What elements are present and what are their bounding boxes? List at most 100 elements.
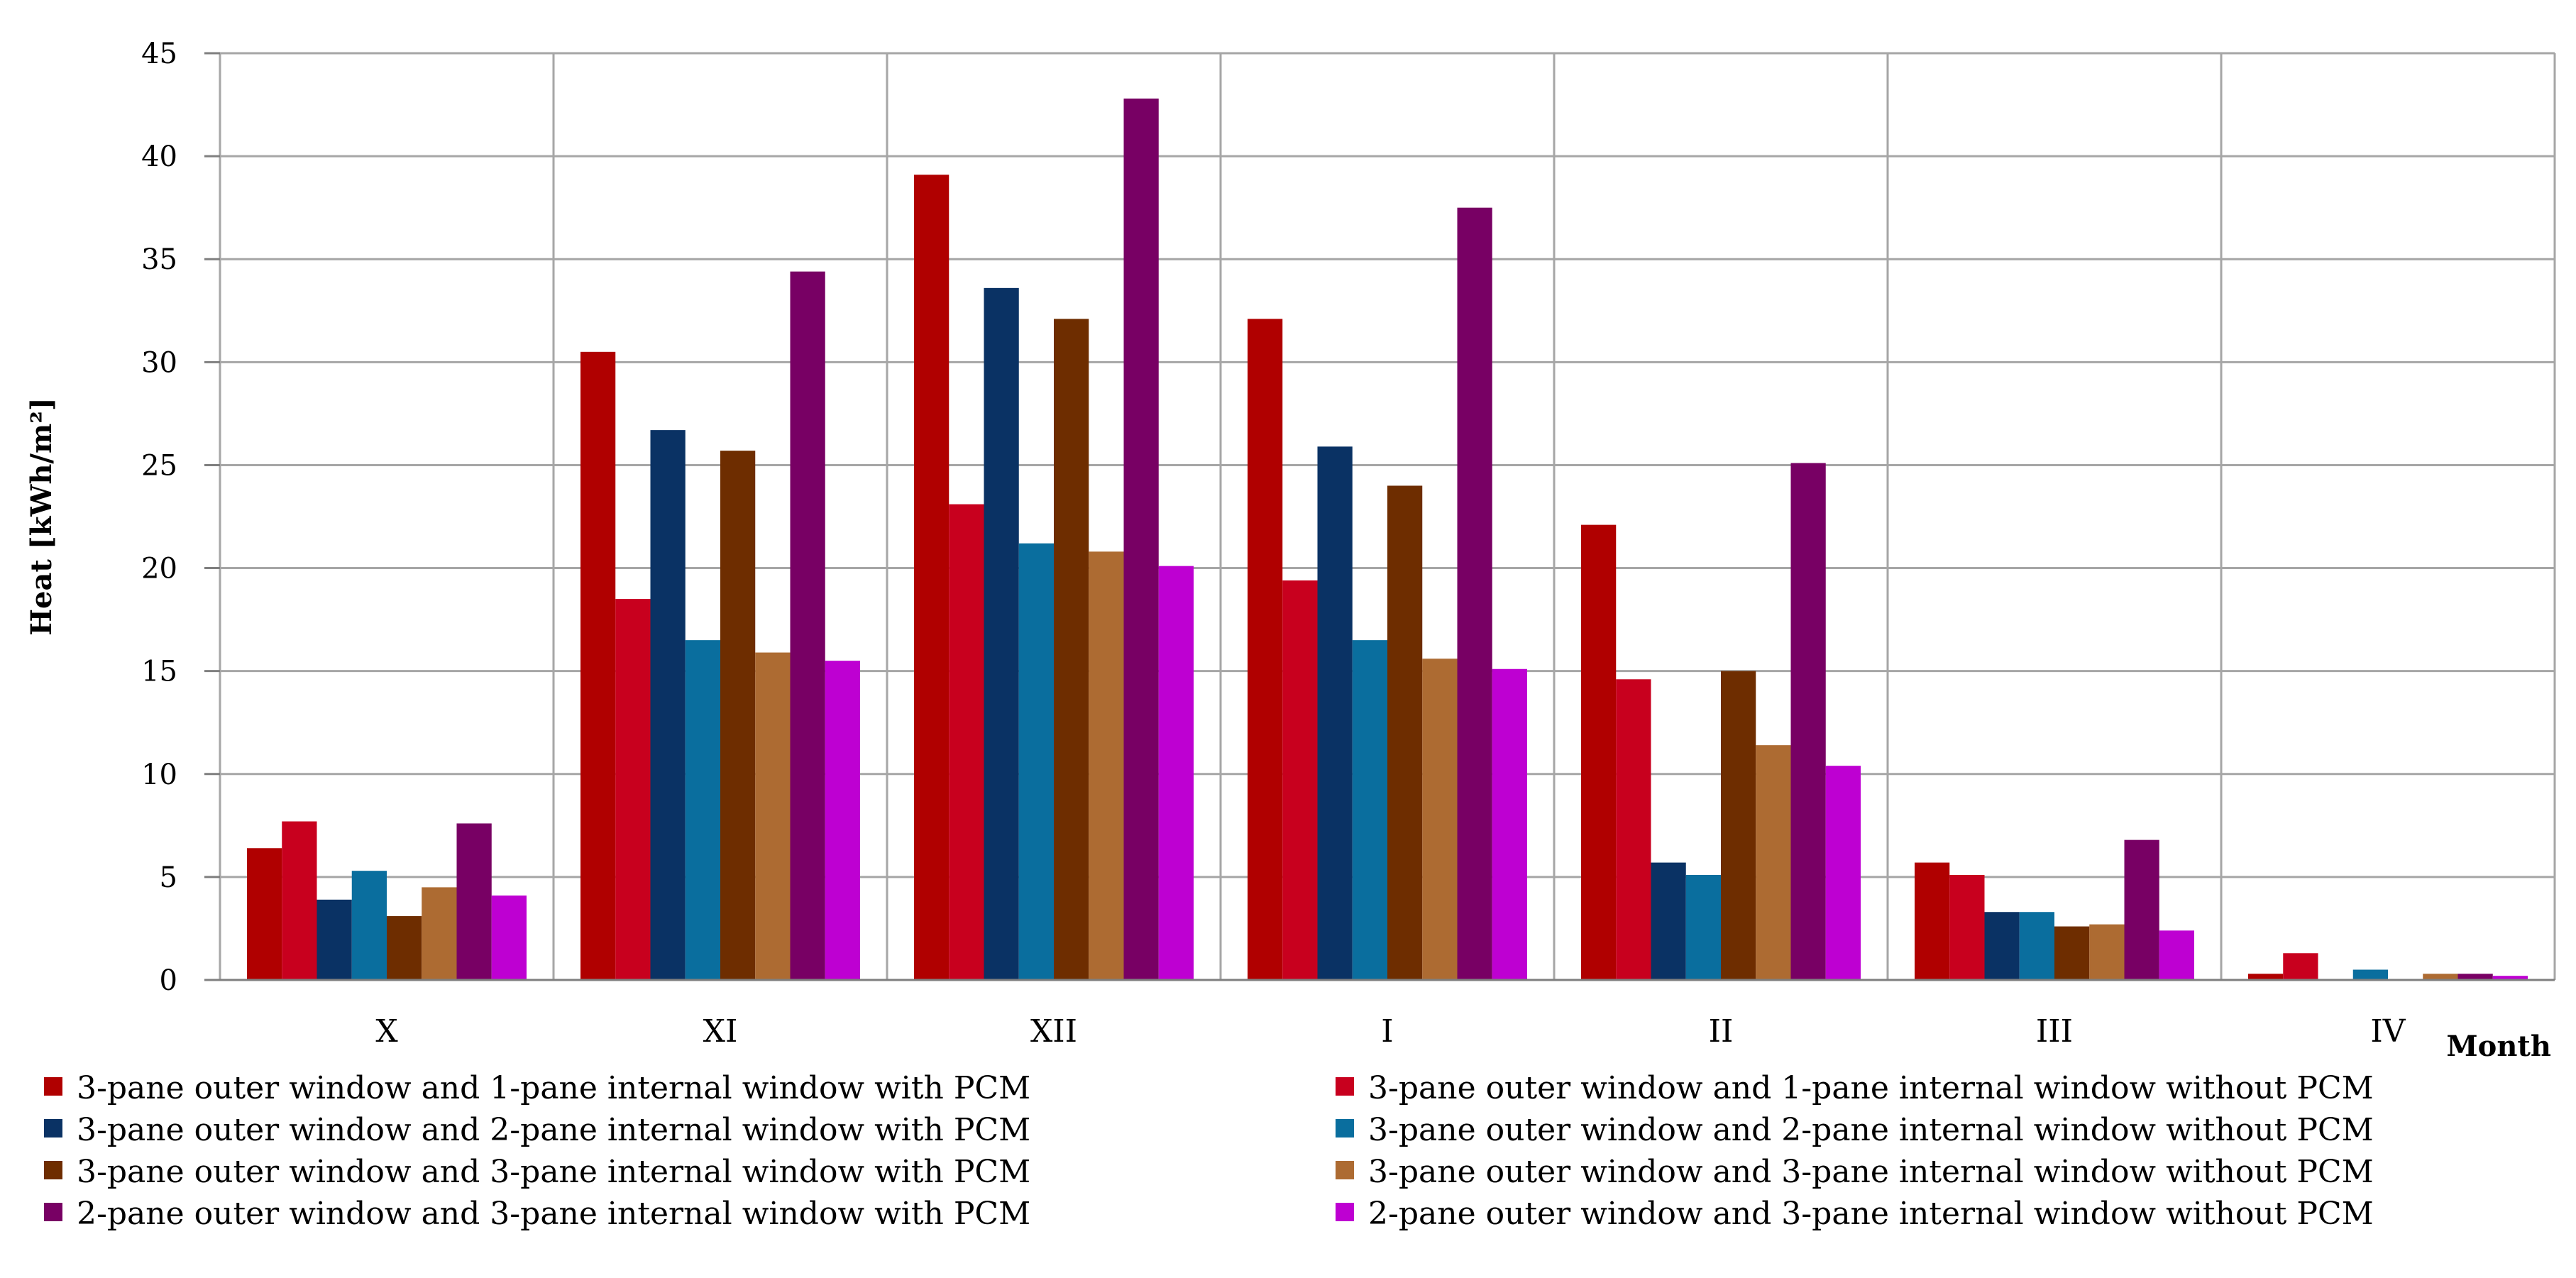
y-tick-label: 0 bbox=[160, 964, 177, 997]
x-tick-label: I bbox=[1381, 1013, 1393, 1050]
legend-label: 3-pane outer window and 2-pane internal … bbox=[1368, 1112, 2374, 1148]
y-tick-label: 10 bbox=[141, 759, 177, 791]
bar-XI-series-1 bbox=[580, 351, 616, 980]
bar-III-series-3 bbox=[1984, 912, 2020, 980]
bar-III-series-8 bbox=[2159, 930, 2194, 980]
bar-X-series-6 bbox=[422, 887, 457, 980]
legend-label: 3-pane outer window and 1-pane internal … bbox=[77, 1070, 1030, 1106]
legend: 3-pane outer window and 1-pane internal … bbox=[44, 1070, 2374, 1232]
bar-IV-series-4 bbox=[2352, 969, 2388, 980]
x-tick-label: X bbox=[375, 1013, 398, 1050]
legend-label: 3-pane outer window and 3-pane internal … bbox=[1368, 1154, 2374, 1190]
y-tick-label: 35 bbox=[141, 243, 177, 276]
bar-I-series-5 bbox=[1387, 485, 1423, 980]
bar-I-series-6 bbox=[1422, 659, 1458, 980]
bar-XII-series-8 bbox=[1158, 566, 1194, 980]
bar-XII-series-2 bbox=[949, 504, 984, 980]
bar-XI-series-8 bbox=[825, 661, 860, 980]
bar-IV-series-1 bbox=[2248, 974, 2284, 980]
bar-X-series-4 bbox=[351, 871, 387, 980]
bar-I-series-3 bbox=[1317, 446, 1353, 980]
bar-XII-series-6 bbox=[1089, 551, 1124, 980]
bar-II-series-6 bbox=[1756, 745, 1791, 980]
legend-label: 3-pane outer window and 2-pane internal … bbox=[77, 1112, 1030, 1148]
bar-XI-series-5 bbox=[720, 451, 756, 980]
x-tick-label: IV bbox=[2370, 1013, 2406, 1050]
legend-swatch bbox=[1336, 1161, 1354, 1179]
legend-item: 3-pane outer window and 2-pane internal … bbox=[1336, 1112, 2374, 1148]
bar-III-series-1 bbox=[1915, 862, 1950, 980]
legend-swatch bbox=[44, 1161, 62, 1179]
bar-IV-series-8 bbox=[2492, 976, 2528, 980]
legend-item: 3-pane outer window and 2-pane internal … bbox=[44, 1112, 1030, 1148]
bar-I-series-8 bbox=[1492, 668, 1527, 980]
bar-II-series-8 bbox=[1825, 766, 1861, 980]
bar-IV-series-2 bbox=[2283, 953, 2318, 980]
bar-I-series-7 bbox=[1457, 207, 1492, 981]
y-axis-ticks: 0 5 10 15 20 25 30 35 40 45 bbox=[141, 38, 220, 997]
bar-XI-series-7 bbox=[790, 271, 825, 980]
y-tick-label: 30 bbox=[141, 346, 177, 379]
legend-swatch bbox=[44, 1119, 62, 1137]
x-tick-label: XII bbox=[1030, 1013, 1077, 1050]
bar-XI-series-6 bbox=[755, 652, 791, 980]
y-tick-label: 45 bbox=[141, 38, 177, 70]
bar-III-series-5 bbox=[2054, 926, 2090, 980]
y-tick-label: 25 bbox=[141, 449, 177, 482]
bar-III-series-7 bbox=[2124, 839, 2159, 980]
bar-XII-series-3 bbox=[984, 287, 1019, 980]
bar-III-series-6 bbox=[2089, 924, 2125, 980]
bar-II-series-7 bbox=[1790, 463, 1826, 980]
legend-swatch bbox=[44, 1203, 62, 1221]
x-tick-label: III bbox=[2036, 1013, 2073, 1050]
x-tick-label: XI bbox=[703, 1013, 738, 1050]
legend-item: 3-pane outer window and 3-pane internal … bbox=[1336, 1154, 2374, 1190]
bar-XII-series-7 bbox=[1123, 98, 1159, 981]
legend-item: 2-pane outer window and 3-pane internal … bbox=[44, 1196, 1030, 1232]
bar-XII-series-4 bbox=[1018, 543, 1054, 980]
legend-swatch bbox=[44, 1077, 62, 1096]
legend-item: 3-pane outer window and 3-pane internal … bbox=[44, 1154, 1030, 1190]
bar-III-series-2 bbox=[1949, 874, 1985, 980]
legend-label: 2-pane outer window and 3-pane internal … bbox=[1368, 1196, 2374, 1232]
y-tick-label: 20 bbox=[141, 553, 177, 585]
bar-XI-series-2 bbox=[615, 599, 651, 980]
bar-I-series-4 bbox=[1352, 640, 1387, 980]
legend-label: 3-pane outer window and 3-pane internal … bbox=[77, 1154, 1030, 1190]
bar-II-series-2 bbox=[1616, 679, 1651, 980]
bar-II-series-5 bbox=[1721, 671, 1756, 980]
bar-XI-series-3 bbox=[650, 430, 686, 980]
bar-II-series-4 bbox=[1685, 874, 1721, 980]
bar-II-series-1 bbox=[1581, 524, 1617, 980]
legend-swatch bbox=[1336, 1203, 1354, 1221]
y-tick-label: 15 bbox=[141, 656, 177, 688]
x-axis-labels: X XI XII I II III IV bbox=[375, 1013, 2406, 1050]
legend-item: 3-pane outer window and 1-pane internal … bbox=[1336, 1070, 2374, 1106]
bar-XII-series-1 bbox=[914, 175, 950, 981]
bar-II-series-3 bbox=[1651, 862, 1686, 980]
legend-item: 2-pane outer window and 3-pane internal … bbox=[1336, 1196, 2374, 1232]
bar-X-series-7 bbox=[456, 823, 492, 980]
x-tick-label: II bbox=[1709, 1013, 1734, 1050]
bar-X-series-3 bbox=[317, 899, 352, 980]
y-tick-label: 5 bbox=[160, 861, 177, 894]
bar-IV-series-7 bbox=[2457, 974, 2493, 980]
bar-X-series-2 bbox=[282, 821, 317, 980]
y-axis-title: Heat [kWh/m²] bbox=[25, 397, 58, 636]
bar-X-series-5 bbox=[387, 916, 422, 980]
bar-XII-series-5 bbox=[1054, 319, 1089, 980]
legend-item: 3-pane outer window and 1-pane internal … bbox=[44, 1070, 1030, 1106]
legend-swatch bbox=[1336, 1077, 1354, 1096]
bar-I-series-2 bbox=[1282, 580, 1318, 980]
x-axis-title: Month bbox=[2446, 1030, 2551, 1063]
bar-IV-series-6 bbox=[2423, 974, 2458, 980]
bar-X-series-1 bbox=[247, 848, 282, 980]
y-tick-label: 40 bbox=[141, 141, 177, 173]
legend-label: 3-pane outer window and 1-pane internal … bbox=[1368, 1070, 2374, 1106]
bar-XI-series-4 bbox=[685, 640, 720, 980]
legend-swatch bbox=[1336, 1119, 1354, 1137]
bars bbox=[247, 98, 2528, 981]
bar-III-series-4 bbox=[2019, 912, 2054, 980]
bar-I-series-1 bbox=[1248, 319, 1283, 980]
